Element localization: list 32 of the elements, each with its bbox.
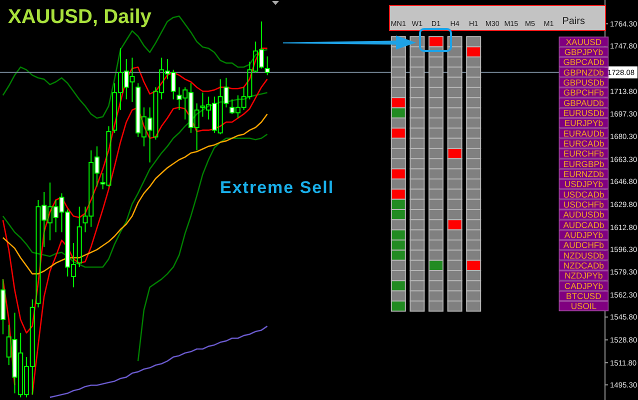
category-label: XAUUSD — [566, 36, 602, 47]
category-label: NZDCADb — [563, 260, 604, 271]
category-label: EURAUDb — [563, 128, 604, 138]
category-label: GBPJPYb — [564, 46, 603, 57]
category-label: AUDCHFb — [563, 240, 604, 250]
text: Pairs — [562, 16, 585, 27]
category-label: GBPCADb — [563, 57, 604, 68]
category-label: CADJPYb — [564, 280, 603, 291]
category-label: AUDCADb — [563, 220, 604, 230]
category-label: EURUSDb — [563, 108, 604, 118]
category-label: AUDUSDb — [563, 210, 604, 220]
category-label: GBPUSDb — [563, 77, 604, 88]
category-label: AUDJPYb — [564, 230, 603, 240]
category-label: GBPNZDb — [563, 67, 604, 78]
category-label: EURCADb — [563, 138, 604, 148]
category-label: USDCADb — [563, 189, 604, 200]
category-label: EURCHFb — [563, 148, 604, 159]
category-label: USOIL — [570, 301, 597, 312]
category-label: EURNZDb — [563, 168, 604, 179]
annotation: Extreme Sell — [220, 178, 334, 197]
category-label: GBPCHFb — [563, 88, 604, 98]
category-label: NZDUSDb — [563, 250, 604, 260]
category-label: NZDJPYb — [564, 270, 603, 281]
category-label: USDJPYb — [564, 179, 603, 190]
category-label: GBPAUDb — [564, 98, 604, 108]
candlestick — [264, 56, 270, 76]
category-label: EURGBPb — [563, 158, 604, 169]
category-label: BTCUSD — [566, 291, 602, 302]
chart-title: XAUUSD, Daily — [8, 6, 152, 28]
category-label: USDCHFb — [563, 199, 604, 210]
category-label: EURJPYb — [564, 118, 603, 128]
line-series — [49, 326, 268, 398]
